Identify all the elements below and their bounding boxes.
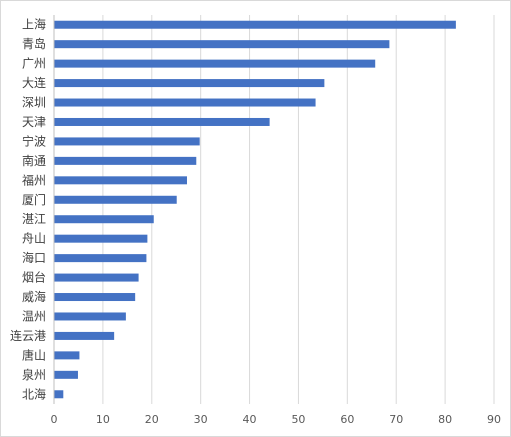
category-label: 福州 xyxy=(22,172,46,187)
category-label: 威海 xyxy=(22,289,46,304)
x-tick-label: 30 xyxy=(194,413,208,426)
bar-18 xyxy=(54,351,80,360)
category-label: 青岛 xyxy=(22,36,46,51)
bar-12 xyxy=(54,234,148,243)
category-label: 上海 xyxy=(22,17,46,32)
bar-3 xyxy=(54,59,376,68)
bar-10 xyxy=(54,195,177,204)
bar-4 xyxy=(54,79,325,88)
bar-5 xyxy=(54,98,316,107)
category-label: 温州 xyxy=(22,309,46,323)
category-label: 大连 xyxy=(22,75,46,90)
category-label: 唐山 xyxy=(22,347,46,362)
category-label: 深圳 xyxy=(22,96,46,110)
bar-7 xyxy=(54,137,200,146)
x-tick-label: 90 xyxy=(487,413,501,426)
bar-6 xyxy=(54,117,270,126)
x-tick-label: 20 xyxy=(145,413,159,426)
bar-1 xyxy=(54,20,456,29)
x-tick-label: 10 xyxy=(96,413,110,426)
category-label: 舟山 xyxy=(22,232,46,246)
x-tick-label: 60 xyxy=(340,413,354,426)
bar-9 xyxy=(54,176,187,185)
bar-20 xyxy=(54,390,64,399)
bar-11 xyxy=(54,215,154,224)
bar-8 xyxy=(54,156,197,165)
category-label: 连云港 xyxy=(10,328,46,343)
bar-14 xyxy=(54,273,139,282)
category-label: 北海 xyxy=(22,386,46,401)
category-label: 广州 xyxy=(22,57,46,71)
category-label: 泉州 xyxy=(22,368,46,382)
bar-19 xyxy=(54,370,78,379)
x-tick-label: 0 xyxy=(51,413,58,426)
x-tick-label: 80 xyxy=(438,413,452,426)
category-label: 厦门 xyxy=(22,192,46,207)
category-label: 宁波 xyxy=(22,133,46,148)
x-tick-label: 40 xyxy=(243,413,257,426)
bar-17 xyxy=(54,331,115,340)
bar-15 xyxy=(54,293,136,302)
x-tick-label: 70 xyxy=(389,413,403,426)
category-label: 天津 xyxy=(22,115,46,129)
category-label: 湛江 xyxy=(22,212,46,226)
bar-16 xyxy=(54,312,126,321)
category-label: 南通 xyxy=(22,153,46,168)
x-tick-label: 50 xyxy=(291,413,305,426)
category-label: 海口 xyxy=(22,250,46,265)
bar-13 xyxy=(54,254,147,263)
bar-2 xyxy=(54,40,390,49)
category-label: 烟台 xyxy=(22,270,46,285)
